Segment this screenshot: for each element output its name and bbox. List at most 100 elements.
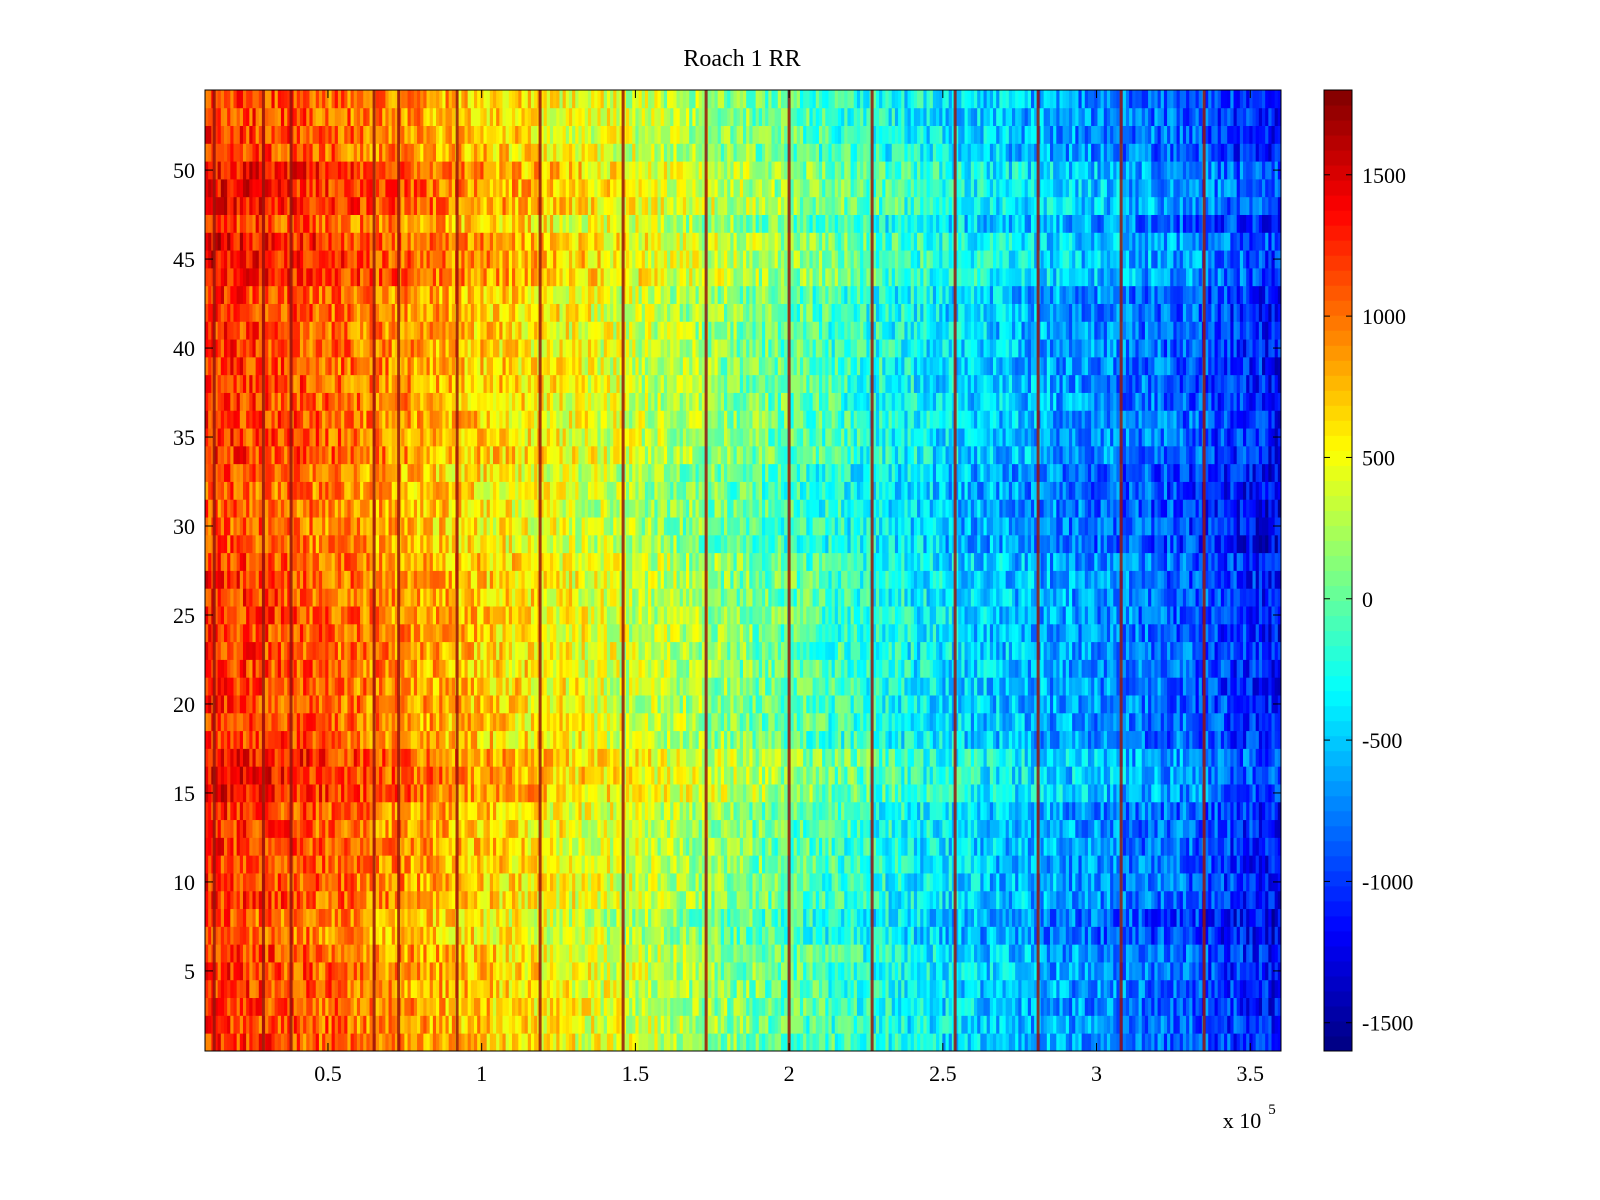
heatmap-cell <box>353 997 358 1016</box>
heatmap-cell <box>682 962 687 981</box>
heatmap-cell <box>875 873 880 892</box>
heatmap-cell <box>822 801 826 821</box>
heatmap-cell <box>325 926 329 945</box>
heatmap-cell <box>448 962 453 981</box>
heatmap-cell <box>280 926 285 945</box>
heatmap-cell <box>388 962 393 981</box>
heatmap-cell <box>610 1033 614 1052</box>
heatmap-cell <box>1081 979 1086 999</box>
heatmap-cell <box>603 801 608 821</box>
heatmap-cell <box>442 944 446 963</box>
heatmap-cell <box>1192 1015 1196 1034</box>
heatmap-cell <box>486 944 491 963</box>
heatmap-cell <box>670 837 674 856</box>
heatmap-cell <box>1116 801 1120 821</box>
heatmap-cell <box>401 890 405 910</box>
heatmap-cell <box>375 890 380 910</box>
heatmap-cell <box>518 926 522 945</box>
heatmap-cell <box>866 1033 870 1052</box>
heatmap-cell <box>429 855 434 874</box>
heatmap-cell <box>996 979 1000 999</box>
heatmap-cell <box>1021 801 1026 821</box>
heatmap-cell <box>828 908 833 927</box>
heatmap-cell <box>825 784 829 803</box>
heatmap-cell <box>920 1033 924 1052</box>
heatmap-cell <box>451 962 456 981</box>
heatmap-cell <box>796 1033 801 1052</box>
heatmap-cell <box>1122 873 1127 892</box>
heatmap-cell <box>318 890 323 910</box>
heatmap-cell <box>1160 855 1165 874</box>
heatmap-cell <box>898 855 902 874</box>
heatmap-cell <box>717 926 722 945</box>
heatmap-cell <box>1125 890 1130 910</box>
heatmap-cell <box>271 1033 276 1052</box>
heatmap-cell <box>1220 908 1225 927</box>
heatmap-cell <box>594 873 598 892</box>
heatmap-cell <box>363 908 367 927</box>
heatmap-cell <box>796 1015 801 1034</box>
heatmap-cell <box>1072 819 1076 838</box>
heatmap-cell <box>936 801 940 821</box>
heatmap-cell <box>423 801 427 821</box>
heatmap-cell <box>755 873 760 892</box>
heatmap-cell <box>549 819 554 838</box>
heatmap-cell <box>223 926 228 945</box>
heatmap-cell <box>347 979 351 999</box>
heatmap-cell <box>853 908 858 927</box>
heatmap-cell <box>834 979 839 999</box>
heatmap-cell <box>287 1033 291 1052</box>
heatmap-cell <box>641 1033 646 1052</box>
heatmap-cell <box>597 908 601 927</box>
heatmap-cell <box>727 1033 731 1052</box>
heatmap-cell <box>467 801 472 821</box>
heatmap-cell <box>1049 819 1054 838</box>
heatmap-cell <box>1205 819 1209 838</box>
heatmap-cell <box>284 784 288 803</box>
heatmap-cell <box>1141 908 1146 927</box>
heatmap-cell <box>619 944 624 963</box>
heatmap-cell <box>834 873 839 892</box>
heatmap-cell <box>1027 997 1032 1016</box>
heatmap-cell <box>654 890 658 910</box>
heatmap-cell <box>996 855 1000 874</box>
heatmap-cell <box>277 908 282 927</box>
heatmap-cell <box>312 944 317 963</box>
heatmap-cell <box>439 1015 443 1034</box>
heatmap-cell <box>483 801 488 821</box>
heatmap-cell <box>350 1015 355 1034</box>
heatmap-cell <box>1116 855 1120 874</box>
heatmap-cell <box>442 1033 446 1052</box>
heatmap-cell <box>1205 837 1209 856</box>
heatmap-cell <box>641 784 646 803</box>
heatmap-cell <box>1195 890 1200 910</box>
heatmap-cell <box>417 997 421 1016</box>
heatmap-cell <box>1116 873 1120 892</box>
heatmap-cell <box>977 997 981 1016</box>
heatmap-cell <box>1233 979 1238 999</box>
heatmap-cell <box>1008 890 1013 910</box>
heatmap-cell <box>420 997 424 1016</box>
heatmap-cell <box>220 908 225 927</box>
heatmap-cell <box>385 908 389 927</box>
heatmap-cell <box>625 979 630 999</box>
heatmap-cell <box>1062 1015 1067 1034</box>
heatmap-cell <box>619 837 624 856</box>
heatmap-cell <box>983 801 988 821</box>
heatmap-cell <box>246 1033 250 1052</box>
heatmap-cell <box>214 1015 219 1034</box>
heatmap-cell <box>736 855 741 874</box>
heatmap-cell <box>530 908 535 927</box>
heatmap-cell <box>325 979 329 999</box>
heatmap-cell <box>1230 979 1234 999</box>
heatmap-cell <box>644 926 649 945</box>
heatmap-cell <box>613 855 617 874</box>
heatmap-cell <box>391 837 396 856</box>
heatmap-cell <box>866 944 870 963</box>
heatmap-cell <box>771 979 776 999</box>
heatmap-cell <box>597 890 601 910</box>
heatmap-cell <box>1277 1033 1282 1052</box>
heatmap-cell <box>771 784 776 803</box>
heatmap-cell <box>806 997 810 1016</box>
heatmap-cell <box>385 979 389 999</box>
